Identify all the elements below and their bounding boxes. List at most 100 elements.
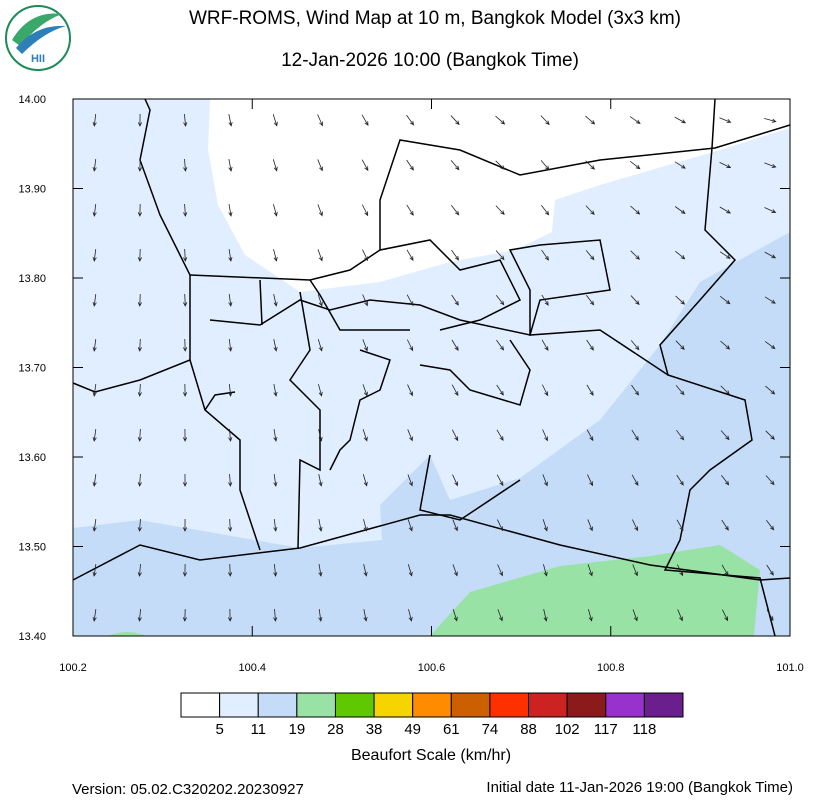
- wind-arrow: [630, 160, 641, 170]
- wind-arrow: [764, 117, 777, 123]
- wind-arrow: [407, 429, 413, 442]
- shade-calm: [208, 99, 790, 292]
- shade-light: [73, 232, 790, 636]
- wind-arrow: [92, 384, 97, 397]
- wind-arrow: [674, 161, 686, 169]
- x-tick-label: 101.0: [776, 662, 804, 674]
- x-tick-label: 100.8: [597, 662, 625, 674]
- wind-arrow: [362, 339, 368, 352]
- wind-arrow: [587, 609, 593, 622]
- wind-arrow: [630, 250, 640, 260]
- wind-arrow: [495, 295, 505, 306]
- wind-arrow: [586, 384, 594, 396]
- wind-arrow: [764, 207, 777, 213]
- shade-gentle: [108, 632, 146, 636]
- wind-arrow: [137, 473, 142, 487]
- wind-arrow: [496, 339, 505, 351]
- x-tick-label: 100.2: [59, 662, 87, 674]
- wind-arrow: [362, 429, 368, 442]
- wind-arrow: [452, 519, 458, 532]
- wind-arrow: [451, 249, 460, 261]
- wind-arrow: [362, 384, 368, 397]
- wind-arrow: [450, 160, 460, 171]
- wind-arrow: [228, 428, 233, 442]
- wind-arrow: [764, 341, 776, 350]
- wind-arrow: [272, 159, 278, 172]
- wind-arrow: [183, 203, 188, 217]
- wind-arrow: [630, 295, 640, 306]
- wind-arrow: [228, 338, 233, 352]
- wind-arrow: [406, 159, 414, 171]
- colorbar-label: 74: [482, 721, 499, 738]
- colorbar-box: [605, 692, 645, 718]
- wind-arrow: [543, 609, 548, 622]
- wind-arrow: [766, 564, 774, 576]
- wind-arrow: [92, 248, 97, 262]
- colorbar-box: [489, 692, 530, 718]
- wind-arrow: [541, 384, 549, 397]
- wind-arrow: [406, 204, 414, 216]
- wind-arrow: [586, 339, 594, 351]
- wind-arrow: [719, 296, 731, 305]
- wind-arrow: [496, 474, 504, 487]
- wind-arrow: [406, 339, 414, 352]
- initial-date: Initial date 11-Jan-2026 19:00 (Bangkok …: [486, 779, 793, 796]
- wind-arrow: [406, 249, 414, 261]
- colorbar-label: 102: [555, 721, 580, 738]
- wind-arrow: [495, 205, 505, 216]
- wind-arrow: [183, 158, 188, 172]
- wind-arrow: [318, 384, 323, 397]
- wind-arrow: [586, 429, 594, 442]
- wind-arrow: [542, 474, 548, 487]
- y-tick-label: 13.50: [18, 542, 46, 554]
- x-tick-label: 100.6: [418, 662, 446, 674]
- wind-arrow: [183, 113, 188, 127]
- wind-arrow: [317, 159, 323, 172]
- y-tick-label: 13.90: [18, 184, 46, 196]
- wind-arrow: [496, 429, 504, 441]
- wind-arrow: [587, 564, 593, 577]
- title: WRF-ROMS, Wind Map at 10 m, Bangkok Mode…: [189, 8, 681, 29]
- wind-arrow: [317, 294, 323, 307]
- wind-arrow: [361, 114, 369, 127]
- colorbar: 5 11 19 28 38 49 61 74 88 102 117 118: [180, 692, 684, 738]
- wind-arrow: [92, 609, 97, 622]
- wind-arrow: [674, 116, 687, 124]
- wind-arrow: [273, 249, 278, 262]
- colorbar-label: 5: [215, 721, 223, 738]
- wind-arrow: [92, 158, 97, 172]
- wind-arrow: [92, 564, 97, 577]
- wind-arrow: [587, 474, 593, 487]
- wind-arrow: [452, 474, 458, 487]
- wind-arrow: [496, 384, 504, 396]
- wind-arrow: [451, 429, 459, 442]
- wind-arrow: [92, 429, 97, 442]
- wind-arrow: [764, 296, 776, 304]
- wind-arrow: [632, 564, 638, 577]
- wind-arrow: [764, 162, 777, 168]
- shade-gentle: [430, 545, 760, 636]
- wind-arrow: [137, 518, 142, 532]
- wind-arrow: [451, 294, 459, 306]
- wind-arrow: [676, 474, 684, 486]
- wind-arrow: [92, 338, 97, 352]
- wind-arrow: [452, 564, 458, 577]
- wind-arrow: [721, 564, 729, 577]
- wind-arrow: [406, 114, 415, 126]
- wind-arrow: [137, 338, 142, 352]
- wind-arrow: [92, 203, 97, 217]
- wind-arrow: [541, 205, 550, 216]
- wind-arrow: [137, 158, 143, 172]
- wind-arrow: [137, 428, 142, 442]
- colorbar-label: 117: [594, 721, 618, 738]
- wind-arrow: [631, 474, 639, 487]
- wind-arrow: [228, 249, 233, 262]
- wind-arrow: [497, 519, 504, 532]
- wind-arrow: [363, 519, 368, 532]
- colorbar-box: [296, 692, 336, 718]
- wind-arrow: [183, 248, 188, 262]
- logo: HII: [5, 5, 71, 71]
- wind-arrow: [677, 564, 684, 577]
- wind-arrow: [630, 340, 640, 351]
- wind-arrow: [272, 114, 278, 127]
